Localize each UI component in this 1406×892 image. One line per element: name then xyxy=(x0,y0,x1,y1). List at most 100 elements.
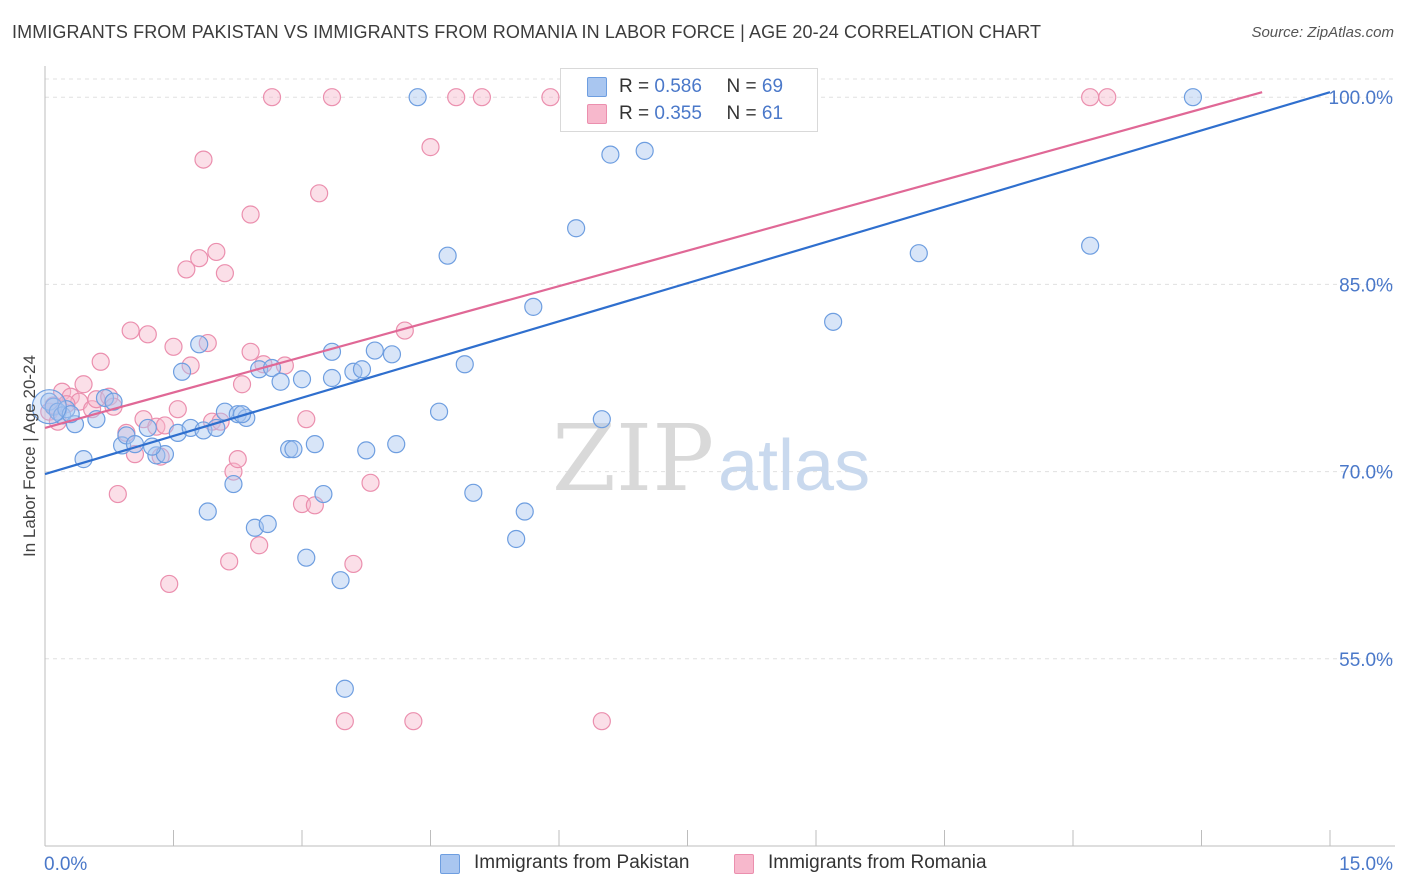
chart-title: IMMIGRANTS FROM PAKISTAN VS IMMIGRANTS F… xyxy=(12,22,1042,42)
romania-point xyxy=(168,400,187,419)
romania-point xyxy=(421,138,440,157)
romania-point xyxy=(241,342,260,361)
grid-lines xyxy=(45,78,1395,660)
pakistan-point xyxy=(297,548,316,567)
pakistan-point xyxy=(335,679,354,698)
pakistan-point xyxy=(382,345,402,364)
pakistan-point xyxy=(280,440,299,459)
x-tick-label-min: 0.0% xyxy=(44,854,87,875)
pakistan-point xyxy=(592,410,611,429)
romania-point xyxy=(228,450,247,469)
romania-point xyxy=(164,337,183,356)
romania-point xyxy=(447,88,466,107)
romania-trend-line xyxy=(44,91,1263,429)
pakistan-point xyxy=(524,297,543,316)
n-label: N = xyxy=(726,76,757,97)
pakistan-point xyxy=(331,571,350,590)
pakistan-point xyxy=(635,141,654,160)
pakistan-point xyxy=(357,441,376,460)
romania-point xyxy=(125,445,145,464)
r-label: R = xyxy=(619,76,650,97)
pakistan-point xyxy=(138,418,157,438)
romania-point xyxy=(541,88,560,107)
pakistan-point xyxy=(104,392,123,411)
tick-labels: 55.0% 70.0% 85.0% 100.0% 0.0% 15.0% xyxy=(44,88,1393,875)
pakistan-point xyxy=(1081,236,1100,255)
romania-point xyxy=(292,494,312,514)
romania-point xyxy=(322,88,342,107)
romania-point xyxy=(592,712,611,731)
pakistan-point xyxy=(429,402,449,421)
romania-swatch xyxy=(587,104,607,124)
pakistan-point xyxy=(455,355,474,374)
watermark-atlas: atlas xyxy=(718,426,870,506)
pakistan-point xyxy=(1183,88,1203,107)
romania-point xyxy=(297,410,316,429)
pakistan-point xyxy=(387,435,406,454)
pakistan-legend-swatch xyxy=(440,854,460,874)
romania-point xyxy=(190,249,209,268)
pakistan-point xyxy=(224,474,243,494)
pakistan-point xyxy=(567,219,586,238)
romania-point xyxy=(160,574,179,594)
x-tick-label-max: 15.0% xyxy=(1339,854,1393,875)
romania-point xyxy=(241,205,260,224)
y-tick-label: 70.0% xyxy=(1339,463,1393,484)
pakistan-point xyxy=(438,246,457,265)
romania-point xyxy=(310,184,329,203)
romania-point xyxy=(108,484,127,504)
pakistan-trend-line xyxy=(44,91,1331,476)
romania-point xyxy=(194,150,213,169)
romania-legend-swatch xyxy=(734,854,754,874)
pakistan-point xyxy=(172,362,192,381)
y-axis-label: In Labor Force | Age 20-24 xyxy=(20,355,39,557)
watermark-zip: ZIP xyxy=(552,405,714,512)
romania-point xyxy=(404,712,423,731)
pakistan-legend-label: Immigrants from Pakistan xyxy=(474,852,690,873)
romania-point xyxy=(472,88,491,107)
pakistan-point xyxy=(515,502,534,521)
watermark: ZIP atlas xyxy=(552,405,870,512)
romania-point xyxy=(232,375,252,394)
source-credit: Source: ZipAtlas.com xyxy=(1251,24,1394,41)
pakistan-point xyxy=(271,372,290,391)
pakistan-r-value: 0.586 xyxy=(654,76,702,97)
romania-point xyxy=(91,352,110,371)
stats-legend: R = 0.586 N = 69 R = 0.355 N = 61 xyxy=(560,68,818,132)
pakistan-point xyxy=(258,514,277,534)
pakistan-point xyxy=(190,335,209,354)
pakistan-point xyxy=(292,370,312,389)
pakistan-point xyxy=(408,88,427,107)
romania-point xyxy=(262,88,282,107)
pakistan-point xyxy=(322,342,342,361)
romania-point xyxy=(1081,88,1100,107)
axes xyxy=(44,66,1395,847)
romania-point xyxy=(177,260,196,279)
pakistan-point xyxy=(824,312,843,331)
pakistan-points xyxy=(31,88,1203,698)
trend-lines xyxy=(44,91,1331,476)
romania-n-value: 61 xyxy=(761,103,784,124)
y-tick-label: 85.0% xyxy=(1339,275,1393,296)
pakistan-point xyxy=(314,484,333,504)
romania-point xyxy=(250,536,269,555)
romania-point xyxy=(207,242,226,262)
romania-point xyxy=(344,554,363,574)
pakistan-point xyxy=(507,529,526,549)
romania-r-value: 0.355 xyxy=(654,103,702,124)
romania-point xyxy=(361,473,380,492)
pakistan-cluster-point xyxy=(31,389,67,425)
pakistan-point xyxy=(365,341,384,360)
pakistan-point xyxy=(232,405,252,424)
romania-legend-label: Immigrants from Romania xyxy=(768,852,987,873)
pakistan-point xyxy=(198,502,217,521)
romania-point xyxy=(220,552,239,571)
pakistan-point xyxy=(305,435,324,454)
romania-point xyxy=(335,712,354,731)
pakistan-point xyxy=(322,368,342,388)
y-tick-label: 100.0% xyxy=(1329,88,1394,109)
y-tick-label: 55.0% xyxy=(1339,650,1393,671)
r-label: R = xyxy=(619,103,650,124)
pakistan-point xyxy=(909,244,928,263)
